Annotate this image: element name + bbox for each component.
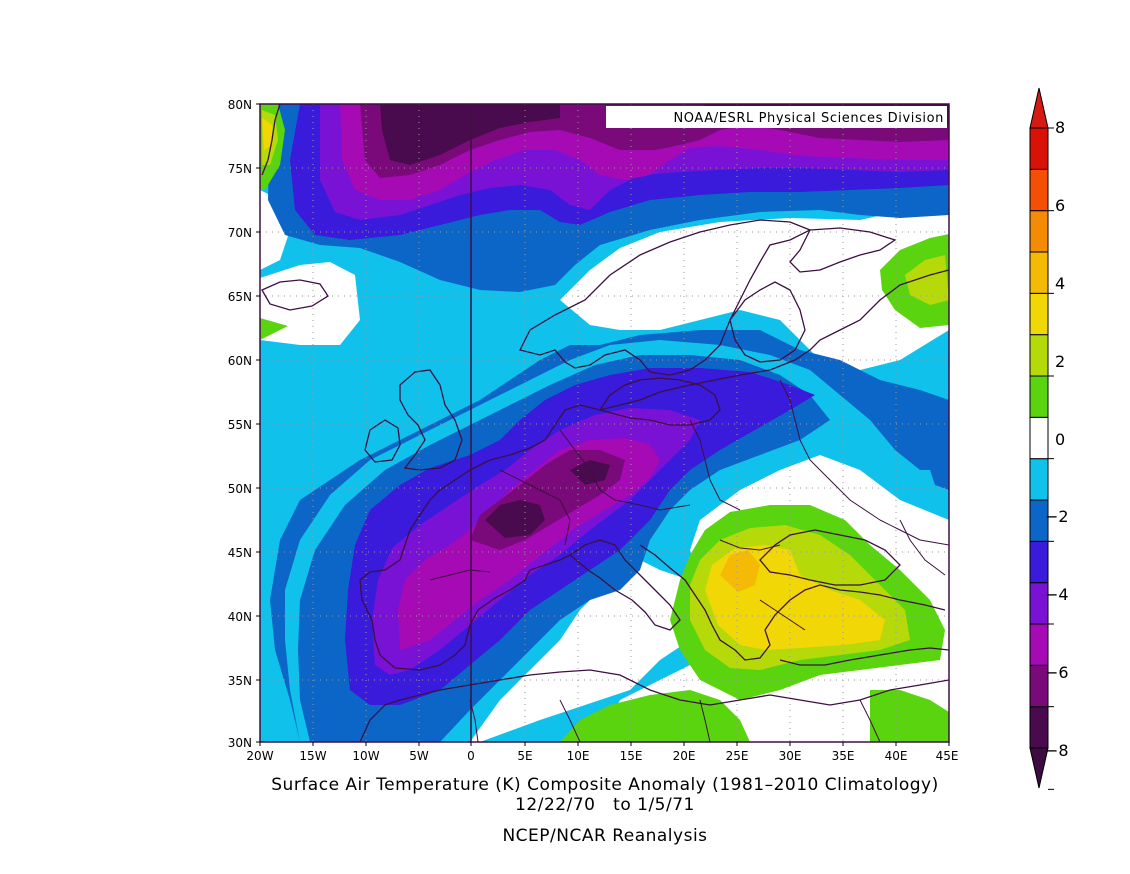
colorbar-label-6: 6	[1055, 196, 1065, 215]
coast-black-sea	[759, 529, 901, 586]
lat-labels: 80N 75N 70N 65N 60N 55N 50N 45N 40N 35N …	[228, 98, 252, 750]
colorbar-label-0: 0	[1055, 430, 1065, 449]
colorbar-under-arrow	[1029, 747, 1049, 789]
lat-label-55n: 55N	[228, 418, 252, 432]
credit-text: NOAA/ESRL Physical Sciences Division	[673, 111, 944, 126]
field-neutral-scandinavia	[560, 200, 949, 370]
colorbar-segment	[1029, 334, 1049, 377]
coast-baltic	[598, 377, 721, 426]
lon-labels: 20W 15W 10W 5W 0 5E 10E 15E 20E 25E 30E …	[246, 749, 958, 763]
coast-north-africa	[359, 669, 949, 742]
lon-label-35e: 35E	[832, 749, 855, 763]
lon-label-40e: 40E	[885, 749, 908, 763]
lon-label-15w: 15W	[299, 749, 326, 763]
lat-label-75n: 75N	[228, 162, 252, 176]
colorbar-segment	[1029, 127, 1049, 170]
lon-label-15e: 15E	[620, 749, 643, 763]
field-plus1-nafrica	[560, 690, 750, 742]
lon-axis	[259, 742, 950, 746]
lat-label-70n: 70N	[228, 226, 252, 240]
field-plus1-ne-africa	[870, 690, 949, 742]
lat-label-65n: 65N	[228, 290, 252, 304]
colorbar	[1029, 87, 1054, 790]
colorbar-segment	[1029, 168, 1049, 212]
lat-axis	[256, 103, 260, 743]
field-minus7b	[570, 460, 610, 485]
field-minus7-north	[380, 104, 560, 165]
coast-iceland	[261, 279, 329, 311]
colorbar-segment	[1029, 540, 1049, 584]
map-frame	[259, 103, 950, 743]
colorbar-labels: 8 6 4 2 0 −2 −4 −6 −8	[1045, 118, 1069, 760]
field-minus7	[485, 500, 545, 538]
colorbar-over-arrow	[1029, 87, 1049, 129]
coastlines	[261, 104, 949, 742]
colorbar-label-minus8: −8	[1045, 741, 1069, 760]
lon-label-0: 0	[467, 749, 475, 763]
colorbar-segment	[1029, 251, 1049, 294]
lon-label-5w: 5W	[409, 749, 429, 763]
lon-label-30e: 30E	[779, 749, 802, 763]
colorbar-segment	[1029, 375, 1049, 418]
field-minus2-caspian	[930, 430, 949, 490]
lon-label-20e: 20E	[673, 749, 696, 763]
credit-box: NOAA/ESRL Physical Sciences Division	[606, 106, 947, 128]
lat-label-45n: 45N	[228, 546, 252, 560]
field-neutral-atlantic	[260, 262, 360, 345]
field-plus2-russia	[905, 255, 949, 305]
graticule	[260, 104, 949, 742]
colorbar-label-minus6: −6	[1045, 663, 1069, 682]
coast-continent-north	[469, 269, 949, 471]
field-plus3-greenland	[262, 118, 272, 150]
figure-title: Surface Air Temperature (K) Composite An…	[271, 775, 939, 795]
coast-turkey-south	[779, 647, 949, 666]
colorbar-label-8: 8	[1055, 118, 1065, 137]
colorbar-segment	[1029, 292, 1049, 336]
anomaly-field	[260, 104, 949, 742]
lat-label-35n: 35N	[228, 674, 252, 688]
lat-label-40n: 40N	[228, 610, 252, 624]
coast-france-iberia	[359, 469, 571, 671]
lon-label-45e: 45E	[936, 749, 959, 763]
lon-label-20w: 20W	[246, 749, 273, 763]
coast-italy	[568, 539, 681, 631]
field-plus4-balkans	[720, 550, 760, 592]
lon-label-10e: 10E	[567, 749, 590, 763]
colorbar-segment	[1029, 416, 1049, 460]
figure-dates: 12/22/70 to 1/5/71	[515, 795, 695, 815]
colorbar-label-2: 2	[1055, 352, 1065, 371]
coast-scandinavia	[519, 219, 812, 376]
field-neutral-north-africa	[470, 560, 700, 742]
lat-label-80n: 80N	[228, 98, 252, 112]
figure-source: NCEP/NCAR Reanalysis	[502, 826, 708, 846]
coast-finland	[729, 281, 806, 363]
field-plus1-atlantic	[260, 318, 288, 340]
lat-label-50n: 50N	[228, 482, 252, 496]
country-borders	[429, 379, 949, 742]
coast-balkans-adriatic	[639, 544, 946, 661]
colorbar-label-minus4: −4	[1045, 585, 1069, 604]
lon-label-5e: 5E	[517, 749, 532, 763]
colorbar-segment	[1029, 210, 1049, 253]
coast-svalbard	[261, 104, 281, 176]
lon-label-10w: 10W	[352, 749, 379, 763]
colorbar-segment	[1029, 623, 1049, 666]
colorbar-segment	[1029, 458, 1049, 501]
lon-label-25e: 25E	[726, 749, 749, 763]
coast-kola	[789, 227, 897, 273]
colorbar-label-4: 4	[1055, 274, 1065, 293]
colorbar-label-minus2: −2	[1045, 507, 1069, 526]
lat-label-30n: 30N	[228, 736, 252, 750]
coast-britain	[399, 369, 463, 471]
coast-ireland	[364, 419, 401, 463]
lat-label-60n: 60N	[228, 354, 252, 368]
